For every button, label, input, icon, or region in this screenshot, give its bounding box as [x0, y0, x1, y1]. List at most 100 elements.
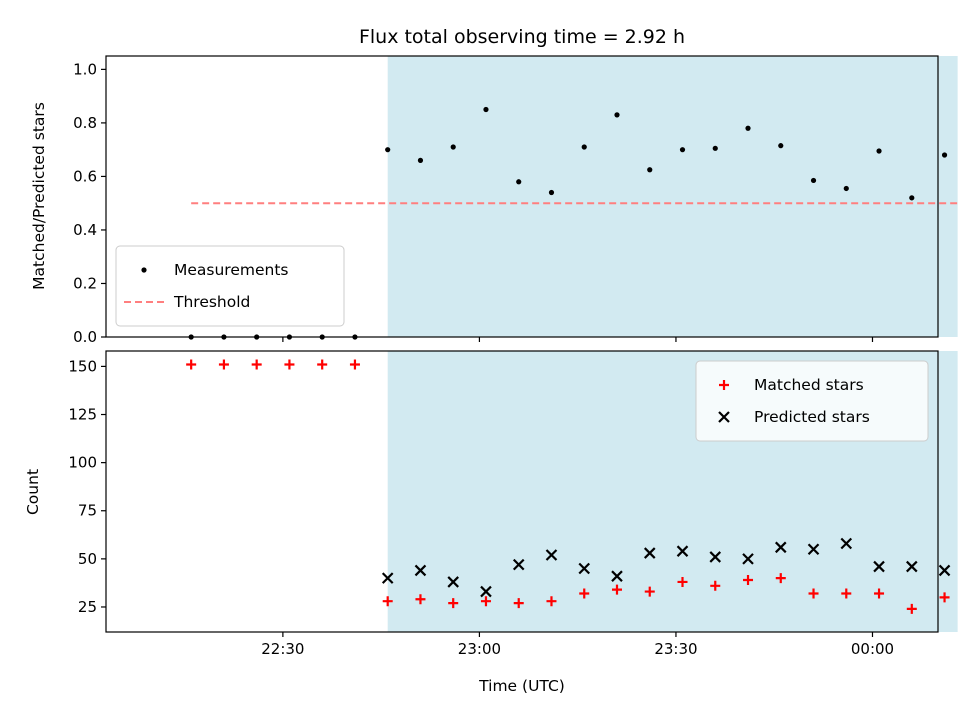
legend-item: Measurements [141, 261, 289, 279]
y-tick-label: 0.2 [73, 274, 97, 292]
y-tick-label: 150 [68, 357, 97, 375]
data-point [677, 576, 688, 587]
data-point [807, 543, 820, 556]
data-point [385, 147, 391, 153]
x-tick-label: 00:00 [851, 640, 894, 658]
legend-item: Predicted stars [718, 408, 870, 426]
data-point [906, 560, 918, 573]
data-point [483, 106, 489, 113]
legend-item: Matched stars [719, 376, 864, 394]
legend-item: Threshold [124, 293, 250, 311]
data-point [516, 179, 522, 185]
legend-label: Measurements [174, 261, 289, 279]
y-tick-label: 125 [68, 406, 97, 424]
bottom-y-axis-label: Count [24, 469, 42, 515]
data-point [513, 598, 524, 609]
bottom-legend: Matched stars Predicted stars [695, 360, 929, 442]
top-panel: 0.0 0.2 0.4 0.6 0.8 1.0 Measurements Threshold [73, 55, 960, 346]
data-point [938, 564, 951, 577]
legend-label: Matched stars [754, 376, 864, 394]
data-point [778, 143, 784, 149]
legend-swatch [719, 380, 729, 390]
shaded-period-1 [387, 56, 958, 337]
data-point [417, 157, 424, 163]
data-point [614, 112, 620, 118]
y-tick-label: 25 [78, 598, 97, 616]
data-point [186, 359, 197, 370]
y-tick-label: 75 [78, 502, 97, 520]
data-point [712, 145, 718, 151]
data-point [546, 596, 557, 607]
data-point [448, 598, 459, 609]
data-point [909, 195, 915, 201]
data-point [579, 588, 590, 599]
legend-label: Predicted stars [754, 408, 870, 426]
legend-swatch [141, 267, 147, 273]
data-point [841, 588, 852, 599]
bottom-panel: 25507510012515022:3023:0023:3000:0000:30… [68, 350, 958, 658]
data-point [218, 359, 229, 370]
data-point [810, 177, 817, 184]
data-point [480, 596, 491, 607]
x-axis-label: Time (UTC) [478, 677, 565, 695]
data-point [745, 125, 751, 131]
data-point [548, 189, 555, 196]
data-point [447, 576, 459, 588]
data-point [284, 359, 295, 370]
series-predicted-stars [381, 537, 951, 598]
x-tick-label: 23:30 [654, 640, 697, 658]
y-tick-label: 0.4 [73, 221, 97, 239]
data-point [382, 596, 393, 607]
x-tick-label: 22:30 [261, 640, 304, 658]
top-legend: Measurements Threshold [115, 245, 345, 327]
top-plot-frame [105, 55, 939, 338]
data-point [545, 549, 558, 561]
legend-box [115, 245, 345, 327]
data-point [742, 553, 754, 565]
y-tick-label: 0.8 [73, 114, 97, 132]
data-point [611, 584, 622, 595]
bottom-plot-frame [105, 350, 939, 633]
data-point [774, 541, 787, 554]
y-tick-label: 50 [78, 550, 97, 568]
data-point [512, 558, 525, 571]
data-point [676, 545, 689, 557]
data-point [251, 359, 262, 370]
x-tick-label: 23:00 [458, 640, 501, 658]
data-point [415, 594, 426, 605]
data-point [644, 586, 655, 597]
y-tick-label: 100 [68, 454, 97, 472]
data-point [581, 144, 587, 150]
data-point [743, 575, 754, 586]
data-point [709, 551, 722, 563]
data-point [876, 148, 882, 154]
data-point [643, 547, 656, 559]
data-point [843, 185, 849, 192]
data-point [381, 572, 394, 584]
data-point [775, 573, 786, 584]
data-point [317, 359, 328, 370]
data-point [611, 570, 623, 582]
data-point [906, 603, 917, 614]
data-point [941, 152, 948, 158]
legend-label: Threshold [173, 293, 250, 311]
data-point [840, 537, 853, 550]
data-point [808, 588, 819, 599]
data-point [578, 562, 591, 575]
y-tick-label: 1.0 [73, 60, 97, 78]
data-point [647, 167, 653, 173]
top-y-axis-label: Matched/Predicted stars [30, 102, 48, 290]
data-point [939, 592, 950, 603]
chart-title: Flux total observing time = 2.92 h [359, 26, 685, 48]
data-point [710, 580, 721, 591]
data-point [873, 560, 885, 573]
legend-swatch [718, 411, 730, 423]
data-point [480, 585, 492, 598]
data-point [450, 144, 456, 150]
data-point [874, 588, 885, 599]
legend-box [695, 360, 929, 442]
y-tick-label: 0.0 [73, 328, 97, 346]
series-matched-stars [186, 359, 950, 614]
data-point [679, 147, 686, 153]
